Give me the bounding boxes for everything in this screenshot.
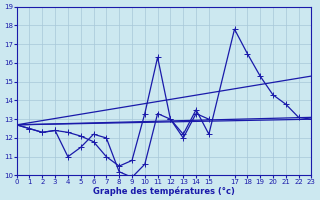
X-axis label: Graphe des températures (°c): Graphe des températures (°c): [93, 186, 235, 196]
